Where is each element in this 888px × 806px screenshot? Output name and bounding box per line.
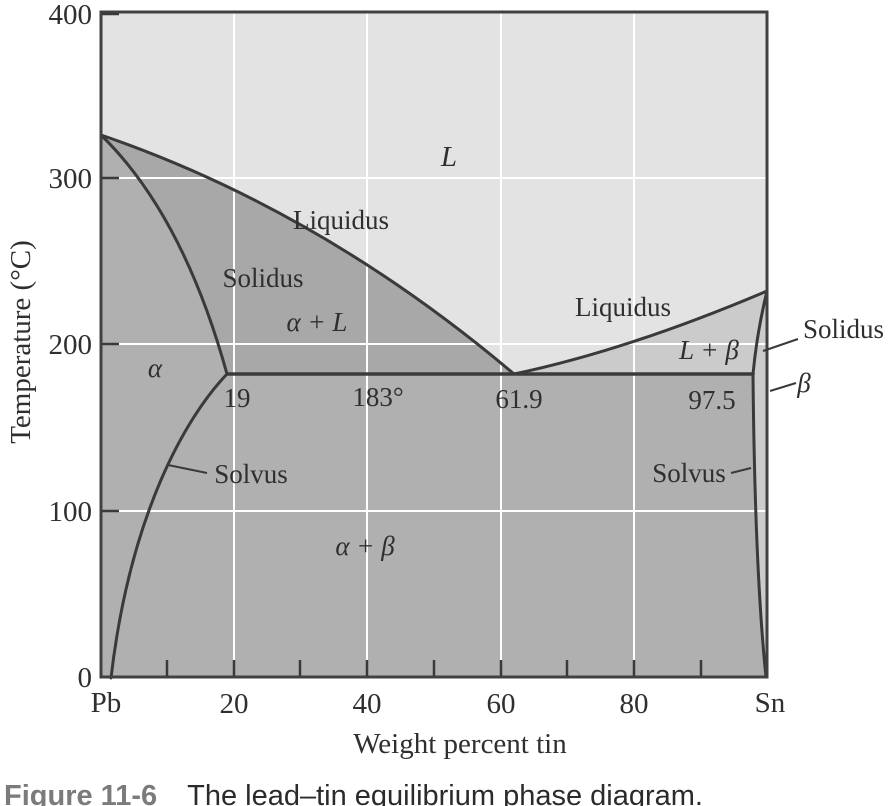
- solidus-left-curve: [99, 133, 229, 376]
- y-tick-label-300: 300: [49, 163, 93, 195]
- solvus-left-label: Solvus: [214, 459, 288, 489]
- figure-caption-text: The lead–tin equilibrium phase diagram.: [187, 780, 703, 806]
- liquidus-right-label: Liquidus: [575, 292, 671, 322]
- x-tick-label-60: 60: [487, 688, 516, 720]
- beta-leader: [769, 382, 797, 392]
- x-axis-labels: Pb 20 40 60 80 Sn: [91, 687, 786, 720]
- solvus-left-leader: [167, 464, 208, 474]
- solvus-left-curve: [109, 372, 229, 680]
- solidus-right-label: Solidus: [803, 314, 884, 344]
- outside-annotations: Solidus β: [796, 314, 884, 398]
- beta-min-composition-label: 97.5: [688, 385, 735, 415]
- y-tick-label-400: 400: [49, 0, 93, 31]
- plot-border: [99, 10, 769, 679]
- leader-lines: [167, 338, 799, 474]
- x-tick-label-pb: Pb: [91, 687, 122, 719]
- x-tick-label-20: 20: [220, 688, 249, 720]
- eutectic-composition-label: 61.9: [495, 384, 542, 414]
- eutectic-temperature-label: 183°: [352, 382, 403, 412]
- alpha-plus-liquid-region-fill: [101, 135, 514, 374]
- x-tick-label-40: 40: [353, 688, 382, 720]
- solidus-right-curve: [751, 289, 769, 376]
- phase-boundaries: [99, 133, 769, 680]
- solvus-right-curve: [751, 372, 768, 679]
- y-tick-label-200: 200: [49, 329, 93, 361]
- alpha-plus-liquid-label: α + L: [287, 307, 348, 337]
- beta-region-fill: [753, 291, 767, 677]
- solvus-right-label: Solvus: [652, 458, 726, 488]
- figure-caption-label: Figure 11-6: [4, 780, 158, 806]
- alpha-plus-beta-label: α + β: [335, 531, 395, 561]
- y-axis-title: Temperature (°C): [5, 240, 37, 444]
- liquid-phase-label: L: [440, 141, 457, 173]
- solidus-left-label: Solidus: [222, 263, 303, 293]
- y-tick-label-0: 0: [78, 662, 93, 694]
- y-tick-label-100: 100: [49, 496, 93, 528]
- liquidus-left-curve: [99, 133, 516, 376]
- liquidus-right-curve: [512, 289, 769, 376]
- axis-ticks: [102, 12, 703, 676]
- figure-caption: Figure 11-6 The lead–tin equilibrium phas…: [4, 781, 703, 806]
- x-tick-label-80: 80: [620, 688, 649, 720]
- alpha-max-composition-label: 19: [224, 383, 251, 413]
- liquidus-left-label: Liquidus: [293, 205, 389, 235]
- liquid-plus-beta-label: L + β: [678, 335, 739, 365]
- solvus-right-leader: [730, 467, 752, 474]
- gridlines: [102, 12, 766, 676]
- x-axis-title: Weight percent tin: [353, 728, 567, 760]
- y-axis-labels: 400 300 200 100 0: [49, 0, 93, 694]
- plot-annotations: L Liquidus Solidus α + L α 19 183° 61.9 …: [148, 141, 739, 561]
- liquid-plus-beta-region-fill: [514, 291, 767, 374]
- beta-phase-label: β: [796, 368, 811, 398]
- liquid-region-fill: [101, 12, 767, 374]
- x-tick-label-sn: Sn: [755, 687, 786, 719]
- solidus-right-leader: [762, 338, 799, 352]
- alpha-phase-label: α: [148, 353, 163, 383]
